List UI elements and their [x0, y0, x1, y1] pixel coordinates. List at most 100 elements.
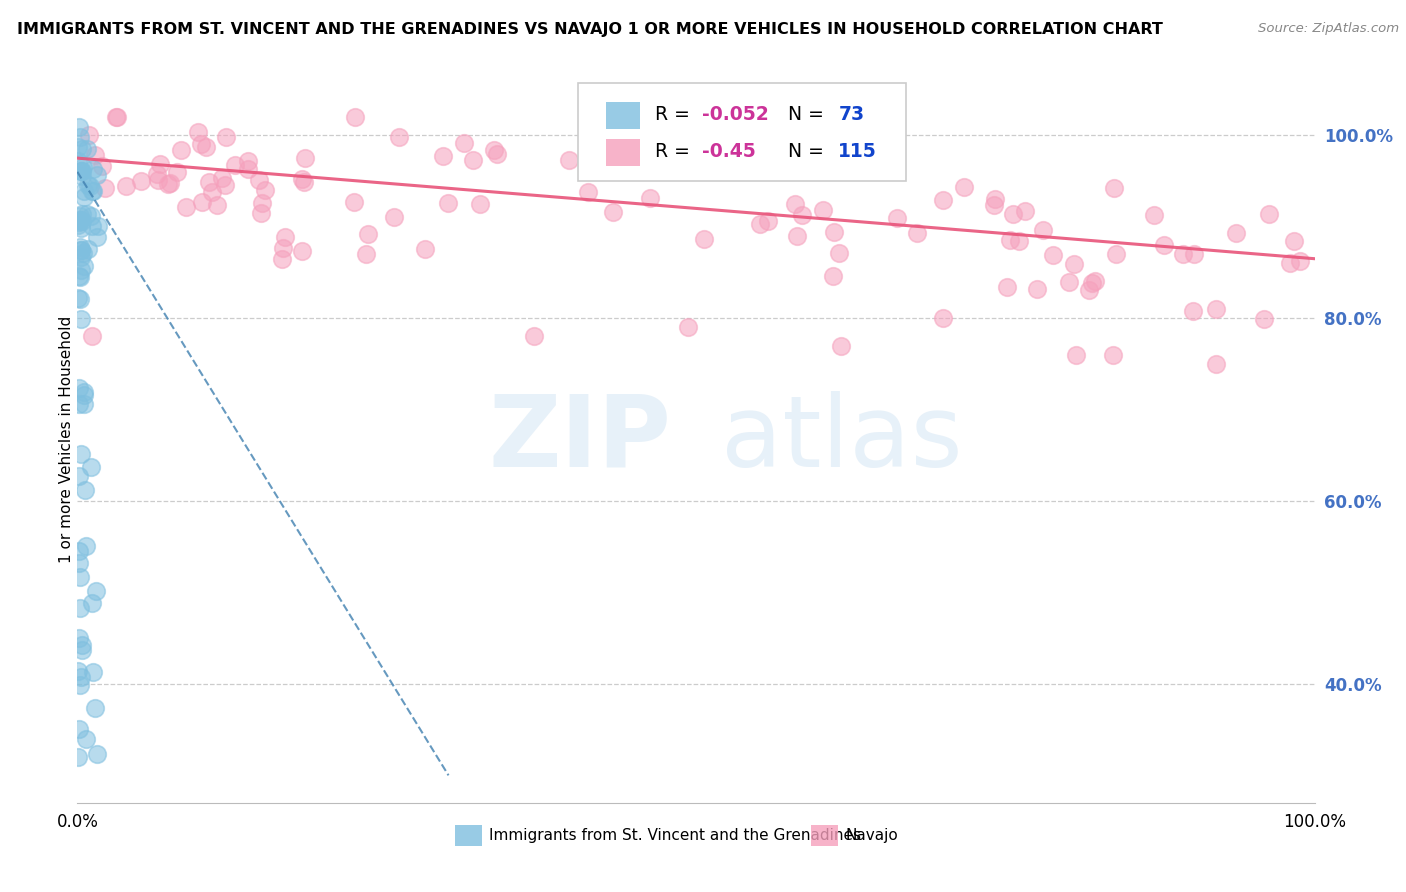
Text: -0.45: -0.45 — [702, 142, 756, 161]
Point — [1205, 357, 1227, 371]
Point — [66, 750, 89, 764]
Point — [72, 160, 94, 174]
Text: Navajo: Navajo — [845, 828, 898, 843]
Point — [1289, 254, 1312, 268]
Point — [756, 213, 779, 227]
Point — [236, 154, 259, 169]
Point — [1153, 238, 1175, 252]
Point — [73, 190, 96, 204]
Point — [1008, 234, 1031, 248]
Point — [292, 176, 315, 190]
Point — [291, 244, 314, 258]
Point — [69, 243, 91, 257]
Point — [70, 169, 93, 183]
Point — [252, 195, 274, 210]
Point — [190, 136, 212, 151]
Text: 115: 115 — [838, 142, 877, 161]
Point — [247, 173, 270, 187]
Point — [1063, 257, 1085, 271]
Point — [69, 240, 91, 254]
Point — [72, 142, 94, 156]
Point — [187, 125, 209, 139]
Point — [73, 388, 96, 402]
Point — [82, 184, 104, 198]
Point — [70, 643, 93, 657]
Point — [80, 596, 103, 610]
Point — [69, 163, 91, 178]
Point — [749, 217, 772, 231]
Point — [82, 329, 104, 343]
FancyBboxPatch shape — [578, 83, 907, 181]
Point — [69, 678, 91, 692]
Point — [932, 193, 955, 207]
Point — [70, 207, 93, 221]
Point — [214, 178, 236, 192]
Point — [214, 130, 236, 145]
Point — [830, 338, 852, 352]
Point — [72, 184, 94, 198]
Point — [66, 140, 89, 154]
Point — [1042, 248, 1064, 262]
Point — [602, 204, 624, 219]
Point — [67, 153, 90, 168]
Point — [205, 198, 228, 212]
Point — [886, 211, 908, 225]
Point — [1278, 256, 1301, 270]
Point — [82, 219, 104, 233]
Point — [80, 209, 103, 223]
FancyBboxPatch shape — [811, 824, 838, 847]
Point — [70, 312, 93, 326]
Point — [87, 219, 110, 233]
Point — [224, 158, 246, 172]
Point — [72, 246, 94, 260]
Point — [69, 250, 91, 264]
Point — [1143, 208, 1166, 222]
Point — [67, 631, 90, 645]
Point — [1282, 234, 1305, 248]
Point — [148, 173, 170, 187]
Point — [1225, 226, 1247, 240]
Point — [768, 122, 790, 136]
Point — [576, 185, 599, 199]
Point — [105, 110, 128, 124]
Point — [343, 110, 366, 124]
Point — [73, 259, 96, 273]
Point — [482, 143, 505, 157]
Point — [70, 164, 93, 178]
Point — [596, 155, 619, 169]
Point — [470, 197, 492, 211]
Point — [1181, 304, 1204, 318]
Point — [1102, 181, 1125, 195]
Point — [67, 722, 90, 736]
Point — [461, 153, 484, 167]
Point — [84, 700, 107, 714]
Point — [291, 172, 314, 186]
Point — [67, 557, 90, 571]
Text: 73: 73 — [838, 105, 865, 124]
Point — [790, 208, 813, 222]
Point — [69, 209, 91, 223]
Point — [201, 185, 224, 199]
Point — [70, 638, 93, 652]
Point — [69, 130, 91, 145]
Point — [159, 176, 181, 190]
Point — [80, 459, 103, 474]
Point — [485, 147, 508, 161]
Point — [69, 601, 91, 615]
Point — [1025, 282, 1047, 296]
Point — [69, 213, 91, 227]
Point — [932, 311, 955, 326]
Point — [79, 178, 101, 193]
Point — [557, 153, 579, 167]
Text: Source: ZipAtlas.com: Source: ZipAtlas.com — [1258, 22, 1399, 36]
Point — [90, 160, 112, 174]
Point — [73, 384, 96, 399]
Point — [783, 197, 806, 211]
Point — [67, 543, 90, 558]
Point — [73, 483, 96, 497]
Text: atlas: atlas — [721, 391, 962, 488]
Point — [67, 381, 90, 395]
Point — [1171, 247, 1194, 261]
Point — [1105, 246, 1128, 260]
Point — [70, 213, 93, 227]
